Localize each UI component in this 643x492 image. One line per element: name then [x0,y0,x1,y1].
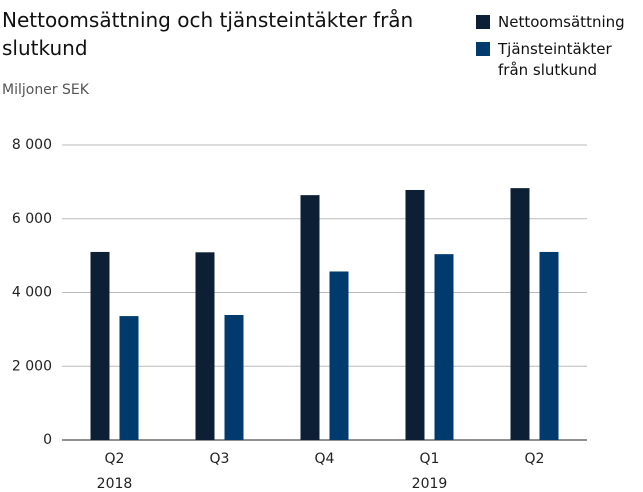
legend-swatch [476,42,490,56]
x-tick-label: Q3 [210,451,230,467]
bar [90,251,110,440]
y-tick-label: 0 [43,432,52,448]
bar [300,195,320,440]
year-label: 2018 [97,476,133,492]
bar [329,271,349,440]
legend-item: Tjänsteintäkter från slutkund [472,39,642,81]
y-tick-label: 2 000 [12,358,52,374]
bar [434,254,454,440]
y-tick-label: 6 000 [12,211,52,227]
x-tick-label: Q2 [105,451,125,467]
bar [405,189,425,440]
legend-label: Nettoomsättning [498,13,625,31]
x-tick-label: Q4 [315,451,335,467]
bar [539,251,559,440]
bar [195,252,215,440]
year-label: 2019 [412,476,448,492]
y-tick-label: 8 000 [12,137,52,153]
x-tick-label: Q1 [420,451,440,467]
bar [224,314,244,440]
chart-title: Nettoomsättning och tjänsteintäkter från… [2,8,414,60]
legend-label: Tjänsteintäkter från slutkund [498,40,612,79]
bar [510,188,530,440]
y-tick-label: 4 000 [12,285,52,301]
legend-item: Nettoomsättning [472,12,642,33]
x-tick-label: Q2 [525,451,545,467]
bar [119,316,139,440]
chart-subtitle: Miljoner SEK [2,82,89,98]
legend: Nettoomsättning Tjänsteintäkter från slut… [472,12,642,87]
legend-swatch [476,15,490,29]
